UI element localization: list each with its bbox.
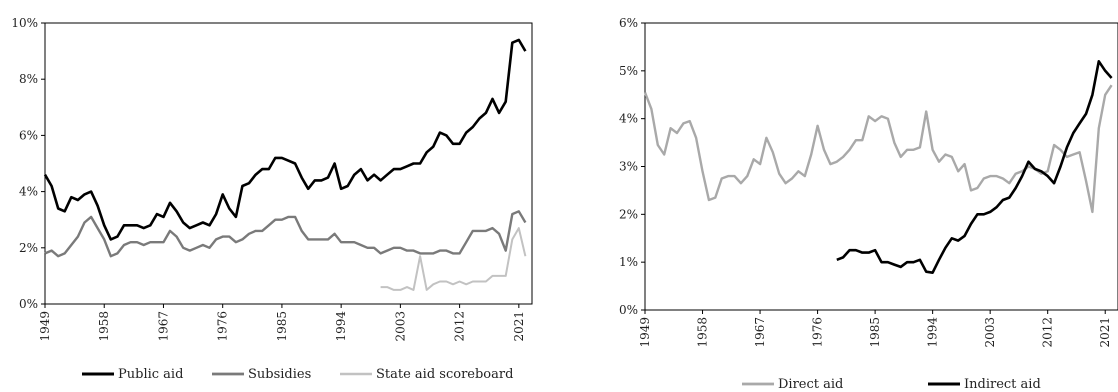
y-tick-label: 2%: [619, 207, 638, 221]
aid-type-chart: 0% 1% 2% 3% 4% 5% 6% 1949 1958 1967 1976 1985 1994 20…: [619, 16, 1118, 392]
x-tick-label: 2003: [983, 317, 997, 348]
y-tick-label: 6%: [19, 128, 38, 142]
x-tick-label: 2003: [393, 311, 407, 342]
legend-label: Direct aid: [778, 377, 843, 392]
plot-frame: [644, 22, 1118, 311]
legend-label: Indirect aid: [964, 377, 1041, 392]
x-tick-label: 1985: [275, 311, 289, 342]
x-tick-label: 2012: [1041, 317, 1055, 348]
public-aid-chart: 0% 2% 4% 6% 8% 10% 1949 1958 1967 1976 1985 1994 200…: [11, 16, 533, 382]
y-tick-label: 4%: [619, 112, 638, 126]
x-tick-label: 2012: [453, 311, 467, 342]
x-tick-label: 1994: [334, 311, 348, 342]
series-line-subsidies: [44, 210, 527, 258]
y-tick-label: 6%: [619, 16, 638, 30]
legend-label: Subsidies: [248, 367, 311, 382]
x-tick-label: 1949: [38, 311, 52, 342]
y-tick-label: 5%: [619, 64, 638, 78]
x-tick-label: 2021: [1098, 317, 1112, 348]
series-line-public-aid: [43, 38, 527, 241]
x-tick-label: 1976: [811, 317, 825, 348]
x-tick-label: 1985: [868, 317, 882, 348]
x-tick-label: 2021: [512, 311, 526, 342]
series-line-state-aid-scoreboard: [380, 227, 527, 291]
legend-label: State aid scoreboard: [376, 367, 513, 382]
y-tick-label: 1%: [619, 255, 638, 269]
y-tick-label: 8%: [19, 72, 38, 86]
y-tick-label: 3%: [619, 160, 638, 174]
x-tick-label: 1994: [926, 317, 940, 348]
y-tick-label: 0%: [19, 297, 38, 311]
x-tick-label: 1967: [753, 317, 767, 348]
series-line-indirect-aid: [836, 59, 1113, 275]
y-tick-label: 10%: [11, 16, 38, 30]
y-tick-label: 4%: [19, 185, 38, 199]
x-tick-label: 1976: [216, 311, 230, 342]
plot-frame: [44, 22, 533, 305]
x-tick-label: 1958: [97, 311, 111, 342]
series-line-direct-aid: [643, 84, 1113, 214]
x-tick-label: 1949: [638, 317, 652, 348]
legend-label: Public aid: [118, 367, 183, 382]
y-tick-label: 0%: [619, 303, 638, 317]
x-tick-label: 1958: [696, 317, 710, 348]
x-tick-label: 1967: [156, 311, 170, 342]
y-tick-label: 2%: [19, 241, 38, 255]
